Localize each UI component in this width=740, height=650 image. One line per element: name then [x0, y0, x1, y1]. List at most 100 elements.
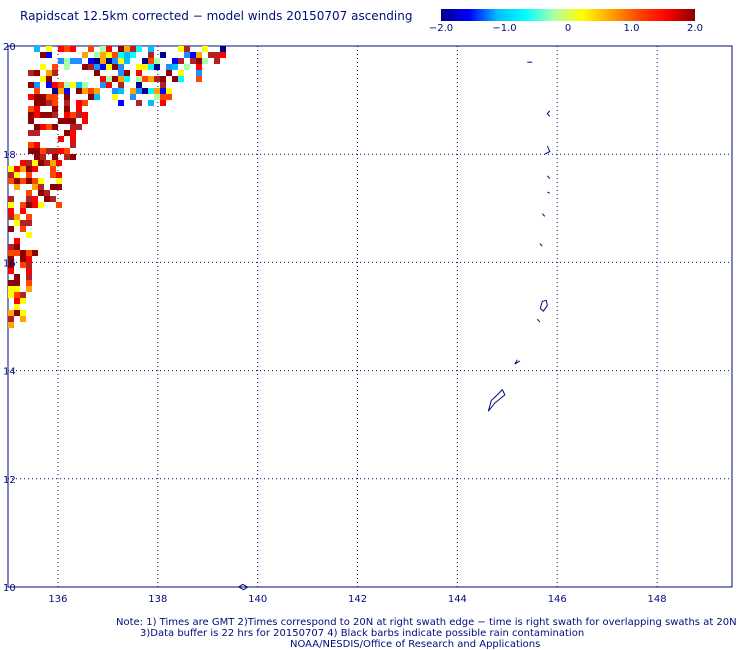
swath-cell — [154, 64, 160, 70]
swath-cell — [58, 148, 64, 154]
swath-cell — [58, 58, 64, 64]
swath-cell — [118, 52, 124, 58]
swath-cell — [58, 82, 64, 88]
swath-cell — [166, 64, 172, 70]
swath-cell — [76, 82, 82, 88]
swath-cell — [26, 274, 32, 280]
swath-cell — [26, 214, 32, 220]
swath-cell — [112, 76, 118, 82]
swath-cell — [70, 154, 76, 160]
swath-cell — [64, 94, 70, 100]
swath-cell — [166, 70, 172, 76]
swath-cell — [8, 214, 14, 220]
colorbar-label: 2.0 — [687, 23, 703, 34]
swath-cell — [26, 232, 32, 238]
swath-cell — [40, 94, 46, 100]
swath-cell — [32, 196, 38, 202]
swath-cell — [106, 58, 112, 64]
swath-cell — [26, 160, 32, 166]
swath-cell — [184, 64, 190, 70]
swath-cell — [70, 130, 76, 136]
swath-cell — [100, 76, 106, 82]
swath-cell — [34, 148, 40, 154]
swath-cell — [94, 64, 100, 70]
swath-cell — [136, 100, 142, 106]
swath-cell — [20, 292, 26, 298]
swath-cell — [160, 76, 166, 82]
swath-cell — [20, 226, 26, 232]
swath-cell — [64, 130, 70, 136]
swath-cell — [160, 94, 166, 100]
swath-cell — [76, 58, 82, 64]
swath-cell — [44, 190, 50, 196]
swath-cell — [58, 136, 64, 142]
swath-cell — [20, 316, 26, 322]
swath-cell — [202, 58, 208, 64]
swath-cell — [130, 94, 136, 100]
swath-cell — [178, 70, 184, 76]
swath-cell — [82, 52, 88, 58]
swath-cell — [40, 112, 46, 118]
map-title: Rapidscat 12.5km corrected − model winds… — [20, 9, 413, 23]
swath-cell — [8, 172, 14, 178]
lat-tick-label: 14 — [3, 367, 16, 378]
swath-cell — [166, 88, 172, 94]
swath-cell — [20, 166, 26, 172]
lon-tick-label: 140 — [248, 594, 267, 605]
swath-cell — [160, 100, 166, 106]
swath-cell — [14, 304, 20, 310]
swath-cell — [52, 106, 58, 112]
gridlines — [8, 45, 732, 588]
swath-cell — [70, 58, 76, 64]
swath-cell — [82, 112, 88, 118]
swath-cell — [14, 250, 20, 256]
swath-cell — [220, 52, 226, 58]
swath-cell — [64, 148, 70, 154]
swath-cell — [100, 52, 106, 58]
swath-cell — [178, 58, 184, 64]
swath-cell — [26, 190, 32, 196]
swath-cell — [20, 262, 26, 268]
swath-cell — [46, 46, 52, 52]
swath-cell — [70, 82, 76, 88]
swath-cell — [106, 52, 112, 58]
swath-cell — [106, 64, 112, 70]
lat-tick-label: 10 — [3, 583, 16, 594]
swath-cell — [26, 166, 32, 172]
colorbar-labels: −2.0 −1.0 0 1.0 2.0 — [429, 23, 703, 34]
swath-cell — [106, 82, 112, 88]
coastlines — [237, 61, 551, 591]
swath-cell — [58, 118, 64, 124]
swath-cell — [112, 94, 118, 100]
lat-tick-label: 12 — [3, 475, 16, 486]
swath-cell — [32, 166, 38, 172]
swath-cell — [100, 64, 106, 70]
swath-cell — [112, 64, 118, 70]
lon-tick-label: 136 — [48, 594, 67, 605]
colorbar-swatch — [441, 9, 695, 21]
swath-cell — [88, 58, 94, 64]
colorbar-label: 0 — [565, 23, 571, 34]
swath-cell — [118, 82, 124, 88]
swath-cell — [50, 184, 56, 190]
swath-cell — [34, 106, 40, 112]
swath-cell — [14, 166, 20, 172]
swath-cell — [26, 196, 32, 202]
swath-cell — [142, 88, 148, 94]
swath-cell — [64, 58, 70, 64]
swath-cell — [20, 202, 26, 208]
swath-cell — [178, 46, 184, 52]
swath-cell — [82, 100, 88, 106]
swath-cell — [70, 46, 76, 52]
swath-cell — [34, 154, 40, 160]
swath-cell — [136, 46, 142, 52]
swath-cell — [64, 46, 70, 52]
swath-cell — [8, 256, 14, 262]
swath-cell — [100, 58, 106, 64]
swath-cell — [190, 52, 196, 58]
swath-cell — [64, 106, 70, 112]
swath-cell — [40, 52, 46, 58]
swath-cell — [64, 118, 70, 124]
swath-cell — [88, 64, 94, 70]
swath-cell — [14, 184, 20, 190]
